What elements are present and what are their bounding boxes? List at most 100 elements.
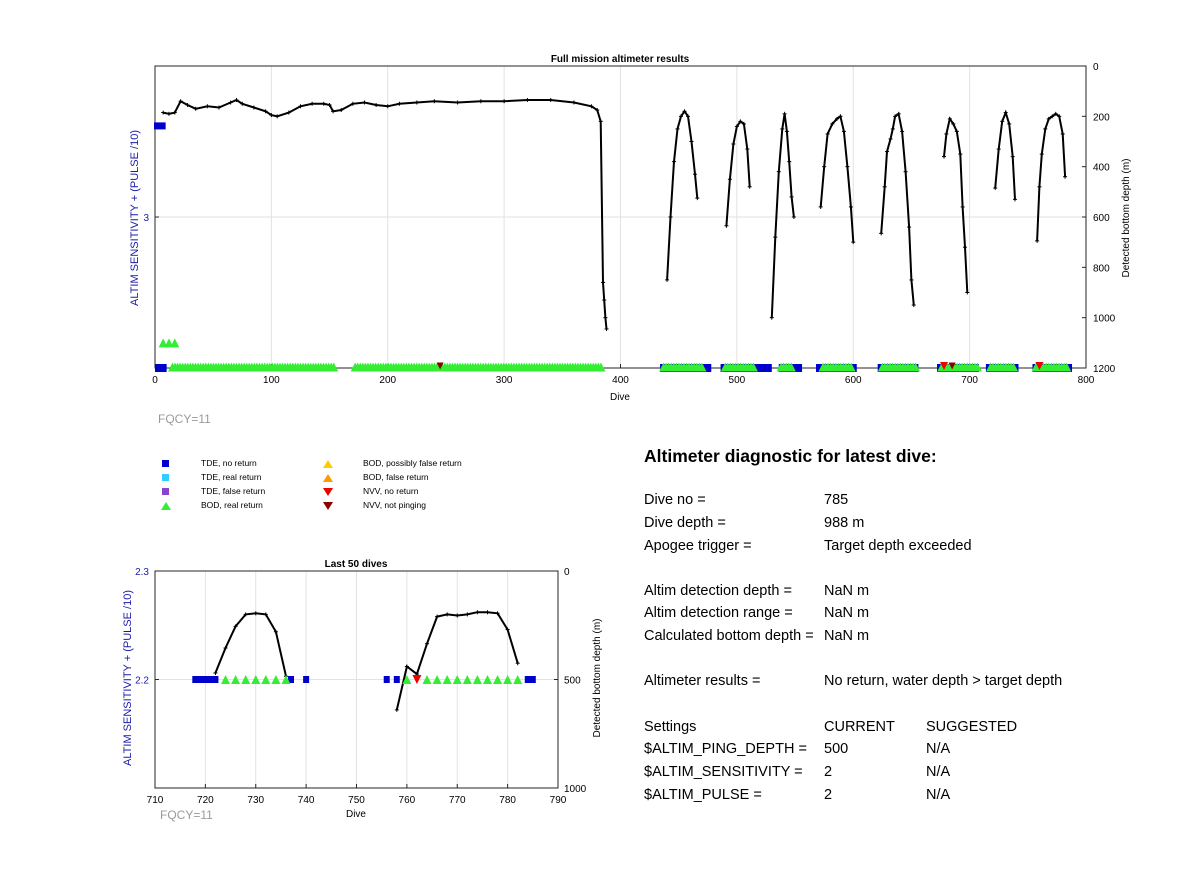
settings-header-label: Settings xyxy=(644,719,697,735)
depth-point-marker xyxy=(253,611,258,616)
depth-point-marker xyxy=(727,177,732,182)
bod-real-return-marker xyxy=(271,675,281,684)
depth-point-marker xyxy=(166,111,171,116)
diagnostic-label: Altim detection range = xyxy=(644,605,793,621)
bod-real-return-marker xyxy=(329,362,339,372)
depth-point-marker xyxy=(233,624,238,629)
depth-point-marker xyxy=(589,104,594,109)
bod-real-return-marker xyxy=(973,362,983,372)
depth-point-marker xyxy=(515,661,520,666)
depth-point-marker xyxy=(900,129,905,134)
legend-label: NVV, not pinging xyxy=(363,500,427,510)
x-tick-label: 730 xyxy=(247,795,264,806)
y-right-tick-label: 1000 xyxy=(1093,314,1116,325)
top-fqcy-label: FQCY=11 xyxy=(158,412,211,426)
depth-point-marker xyxy=(228,100,233,105)
depth-point-marker xyxy=(1043,126,1048,131)
tde-no-return-marker xyxy=(212,676,219,683)
bod-real-return-marker xyxy=(462,675,472,684)
depth-point-marker xyxy=(1046,116,1051,121)
depth-series-line xyxy=(819,114,855,243)
depth-point-marker xyxy=(1053,111,1058,116)
bod-real-return-marker xyxy=(503,675,513,684)
depth-point-marker xyxy=(604,326,609,331)
depth-point-marker xyxy=(776,169,781,174)
x-tick-label: 740 xyxy=(298,795,315,806)
bod-real-return-marker xyxy=(158,338,168,348)
depth-point-marker xyxy=(213,670,218,675)
depth-point-marker xyxy=(890,126,895,131)
bod-real-return-marker xyxy=(241,675,251,684)
depth-point-marker xyxy=(672,159,677,164)
depth-point-marker xyxy=(841,129,846,134)
depth-point-marker xyxy=(321,101,326,106)
full-mission-chart: 0 100 200 300 400 500 600 700 800302004006008001… xyxy=(129,54,1132,403)
diagnostic-value: NaN m xyxy=(824,628,870,644)
depth-point-marker xyxy=(834,116,839,121)
settings-header-suggested: SUGGESTED xyxy=(926,719,1018,735)
depth-point-marker xyxy=(240,101,245,106)
legend: TDE, no return TDE, real return TDE, fal… xyxy=(160,458,520,518)
depth-point-marker xyxy=(962,245,967,250)
depth-point-marker xyxy=(331,109,336,114)
bod-real-return-marker xyxy=(231,675,241,684)
diagnostic-value: Target depth exceeded xyxy=(824,538,972,554)
x-tick-label: 710 xyxy=(147,795,164,806)
x-tick-label: 200 xyxy=(379,375,396,386)
depth-point-marker xyxy=(822,164,827,169)
depth-series-line xyxy=(770,113,795,318)
tde-no-return-marker xyxy=(155,364,167,372)
tde-no-return-marker xyxy=(288,676,295,683)
depth-point-marker xyxy=(909,277,914,282)
depth-series-line xyxy=(725,119,751,226)
diagnostic-label: Apogee trigger = xyxy=(644,538,752,554)
depth-point-marker xyxy=(327,103,332,108)
legend-label: TDE, no return xyxy=(201,458,257,468)
tde-no-return-marker xyxy=(154,122,166,130)
diagnostic-row: Altim detection range = NaN m xyxy=(644,605,869,621)
x-tick-label: 300 xyxy=(496,375,513,386)
depth-point-marker xyxy=(747,184,752,189)
bod-real-return-marker xyxy=(452,675,462,684)
nvv-no-return-marker xyxy=(1035,362,1044,370)
triangle-up-marker-icon xyxy=(161,502,171,510)
depth-point-marker xyxy=(665,277,670,282)
bod-real-return-marker xyxy=(164,338,174,348)
diagnostic-value: NaN m xyxy=(824,605,870,621)
tde-no-return-marker xyxy=(192,676,199,683)
x-tick-label: 790 xyxy=(550,795,567,806)
depth-point-marker xyxy=(734,124,739,129)
depth-point-marker xyxy=(907,225,912,230)
depth-point-marker xyxy=(780,126,785,131)
depth-point-marker xyxy=(838,114,843,119)
depth-point-marker xyxy=(784,129,789,134)
depth-point-marker xyxy=(465,612,470,617)
depth-point-marker xyxy=(435,614,440,619)
bod-real-return-marker xyxy=(1062,362,1072,372)
depth-series-line xyxy=(162,98,608,330)
square-marker-icon xyxy=(162,488,169,495)
y-left-tick-label: 2.3 xyxy=(135,567,149,578)
diagnostic-label: Altim detection depth = xyxy=(644,583,792,599)
depth-series-line xyxy=(880,112,915,306)
depth-point-marker xyxy=(773,235,778,240)
settings-suggested: N/A xyxy=(926,787,951,803)
bod-real-return-marker xyxy=(748,362,758,372)
y-right-tick-label: 0 xyxy=(564,567,570,578)
depth-point-marker xyxy=(958,152,963,157)
depth-point-marker xyxy=(286,110,291,115)
tde-no-return-marker xyxy=(383,676,390,683)
bod-real-return-marker xyxy=(170,338,180,348)
settings-label: $ALTIM_SENSITIVITY = xyxy=(644,764,803,780)
depth-point-marker xyxy=(960,204,965,209)
depth-point-marker xyxy=(475,610,480,615)
depth-point-marker xyxy=(1050,114,1055,119)
depth-point-marker xyxy=(787,159,792,164)
x-tick-label: 750 xyxy=(348,795,365,806)
tde-no-return-marker xyxy=(202,676,209,683)
depth-point-marker xyxy=(455,100,460,105)
depth-point-marker xyxy=(888,136,893,141)
settings-suggested: N/A xyxy=(926,741,951,757)
depth-point-marker xyxy=(1000,119,1005,124)
bod-real-return-marker xyxy=(911,362,921,372)
